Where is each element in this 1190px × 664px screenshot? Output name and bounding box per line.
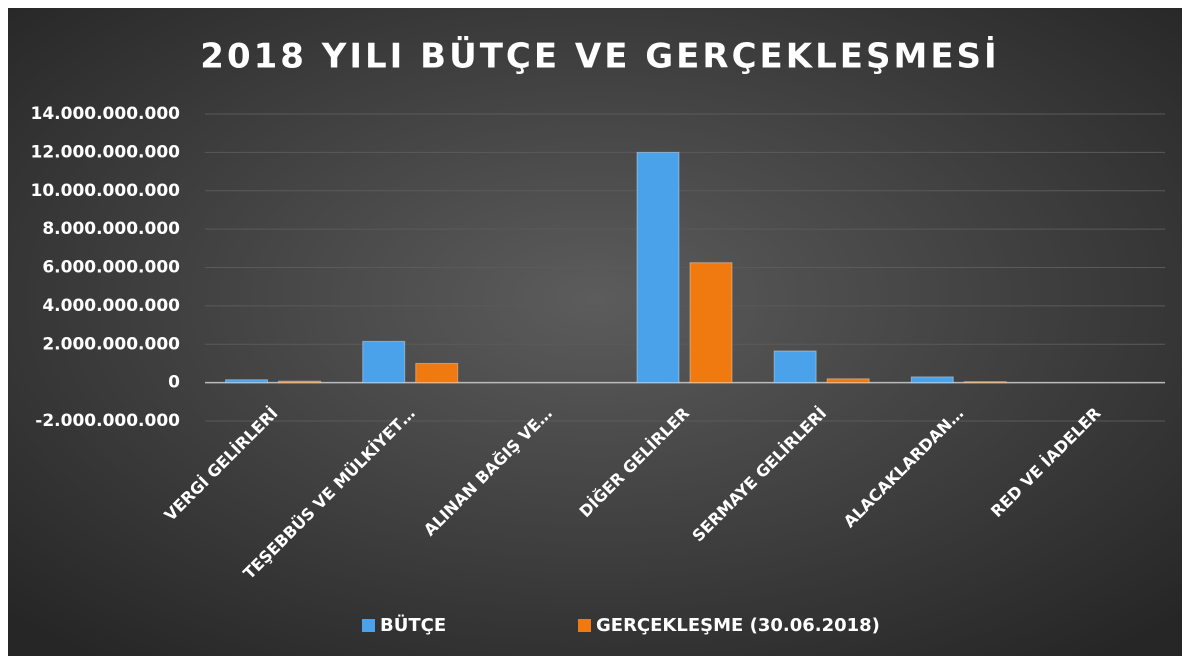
bar: [689, 262, 733, 384]
bar: [826, 378, 870, 384]
legend-swatch: [362, 619, 375, 632]
chart-background: [8, 8, 1182, 656]
bar: [278, 380, 322, 384]
bar: [225, 379, 269, 384]
bar: [910, 376, 954, 384]
y-tick-label: 12.000.000.000: [31, 142, 181, 162]
y-tick-label: 4.000.000.000: [42, 296, 180, 316]
bar: [963, 381, 1007, 384]
y-tick-label: 2.000.000.000: [42, 334, 180, 354]
legend-label: BÜTÇE: [380, 614, 446, 636]
bar: [415, 362, 459, 384]
bar: [773, 350, 817, 384]
bar: [362, 340, 406, 384]
bar: [636, 151, 680, 384]
y-tick-label: 8.000.000.000: [42, 219, 180, 239]
y-tick-label: 0: [168, 373, 180, 393]
chart-title: 2018 YILI BÜTÇE VE GERÇEKLEŞMESİ: [200, 36, 999, 77]
y-tick-label: 10.000.000.000: [31, 181, 181, 201]
legend-label: GERÇEKLEŞME (30.06.2018): [596, 615, 880, 636]
y-tick-label: 14.000.000.000: [31, 104, 181, 124]
y-tick-label: 6.000.000.000: [42, 258, 180, 278]
y-tick-label: -2.000.000.000: [35, 411, 180, 431]
legend-swatch: [578, 619, 591, 632]
